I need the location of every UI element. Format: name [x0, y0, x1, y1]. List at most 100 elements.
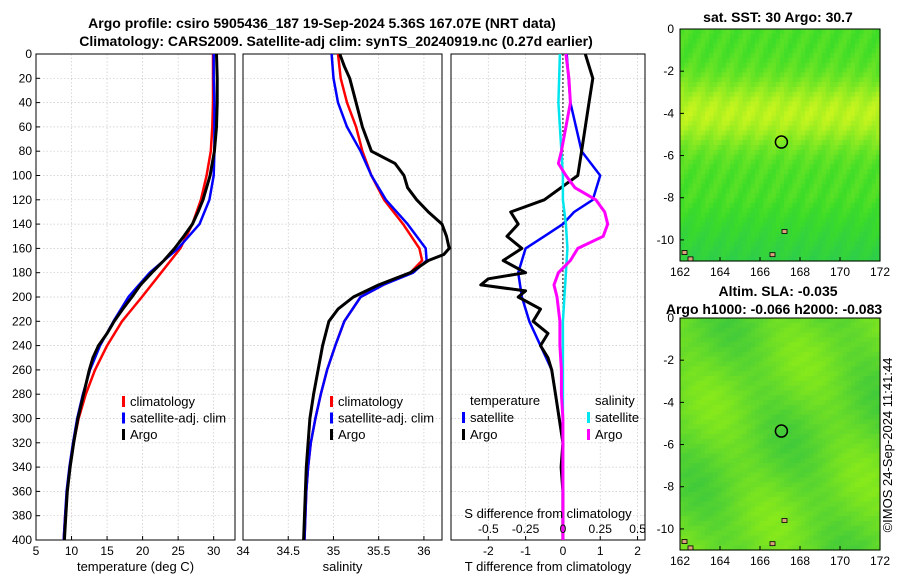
sla-map-cell: [755, 318, 760, 323]
sst-map-cell: [684, 44, 689, 49]
sla-map-cell: [859, 463, 864, 468]
sst-map-cell: [772, 198, 777, 203]
sst-map-cell: [738, 164, 743, 169]
sst-map-cell: [684, 218, 689, 223]
sst-map-cell: [851, 82, 856, 87]
sst-map-cell: [738, 29, 743, 34]
sla-map-cell: [730, 410, 735, 415]
sst-map-cell: [697, 189, 702, 194]
sst-map-cell: [759, 92, 764, 97]
sla-map-cell: [743, 366, 748, 371]
sst-map-cell: [818, 222, 823, 227]
sst-map-cell: [838, 92, 843, 97]
sst-map-cell: [793, 34, 798, 39]
sla-map-cell: [738, 487, 743, 492]
sst-map-cell: [709, 184, 714, 189]
sla-map-cell: [801, 400, 806, 405]
sst-map-cell: [759, 135, 764, 140]
sst-map-cell: [838, 106, 843, 111]
sla-map-cell: [838, 526, 843, 531]
sst-map-cell: [818, 232, 823, 237]
sst-map-cell: [847, 77, 852, 82]
sla-map-cell: [863, 540, 868, 545]
sla-map-cell: [722, 391, 727, 396]
sla-map-cell: [805, 478, 810, 483]
sst-map-cell: [701, 198, 706, 203]
sst-map-cell: [738, 184, 743, 189]
sla-map-cell: [768, 415, 773, 420]
diff-t-xlabel: T difference from climatology: [465, 559, 632, 574]
sla-map-cell: [805, 328, 810, 333]
sst-map-cell: [780, 126, 785, 131]
sla-map-cell: [688, 536, 693, 541]
sla-map-cell: [705, 376, 710, 381]
sst-map-cell: [801, 150, 806, 155]
sla-map-cell: [772, 371, 777, 376]
sla-map-cell: [680, 478, 685, 483]
sst-map-cell: [718, 242, 723, 247]
sla-map-cell: [834, 381, 839, 386]
sst-map-cell: [680, 227, 685, 232]
sla-map-cell: [709, 352, 714, 357]
sla-map-cell: [705, 458, 710, 463]
sla-map-cell: [701, 318, 706, 323]
sst-map-cell: [738, 145, 743, 150]
sla-map-cell: [684, 473, 689, 478]
sst-map-cell: [747, 135, 752, 140]
sst-map-cell: [772, 193, 777, 198]
sst-map-cell: [768, 242, 773, 247]
sla-map-cell: [759, 371, 764, 376]
sla-map-cell: [813, 521, 818, 526]
sla-map-cell: [788, 511, 793, 516]
sla-map-cell: [784, 381, 789, 386]
sst-map-cell: [830, 131, 835, 136]
sst-map-cell: [855, 198, 860, 203]
sla-map-cell: [868, 400, 873, 405]
sst-map-cell: [784, 63, 789, 68]
sla-map-cell: [793, 463, 798, 468]
sst-map-cell: [734, 184, 739, 189]
sla-map-cell: [784, 371, 789, 376]
sla-map-cell: [705, 352, 710, 357]
sla-map-cell: [730, 337, 735, 342]
sla-map-cell: [763, 444, 768, 449]
sst-map-cell: [747, 131, 752, 136]
sst-map-cell: [838, 164, 843, 169]
sst-map-cell: [780, 34, 785, 39]
sst-map-cell: [776, 242, 781, 247]
sla-map-cell: [688, 366, 693, 371]
sla-map-cell: [793, 366, 798, 371]
sla-map-cell: [805, 536, 810, 541]
sst-map-cell: [693, 189, 698, 194]
sla-map-cell: [834, 536, 839, 541]
sla-map-cell: [755, 342, 760, 347]
sla-map-cell: [843, 318, 848, 323]
sla-map-cell: [863, 492, 868, 497]
sst-map-cell: [805, 222, 810, 227]
sla-map-cell: [738, 473, 743, 478]
sla-map-cell: [855, 502, 860, 507]
sla-map-cell: [822, 507, 827, 512]
sla-map-cell: [872, 328, 877, 333]
sla-map-cell: [701, 473, 706, 478]
sla-map-cell: [822, 468, 827, 473]
sst-map-cell: [722, 111, 727, 116]
sla-map-cell: [684, 478, 689, 483]
sla-map-cell: [726, 463, 731, 468]
sst-map-cell: [872, 126, 877, 131]
sst-map-cell: [793, 179, 798, 184]
sst-map-cell: [722, 44, 727, 49]
sst-map-cell: [726, 73, 731, 78]
sla-map-cell: [851, 511, 856, 516]
sst-map-cell: [768, 227, 773, 232]
sla-map-cell: [784, 395, 789, 400]
sla-map-cell: [713, 439, 718, 444]
sst-map-cell: [863, 92, 868, 97]
sla-map-cell: [726, 511, 731, 516]
sla-map-cell: [738, 482, 743, 487]
sst-map-cell: [818, 160, 823, 165]
sst-map-cell: [826, 145, 831, 150]
sst-map-cell: [822, 164, 827, 169]
sst-map-cell: [697, 237, 702, 242]
sla-map-cell: [747, 434, 752, 439]
